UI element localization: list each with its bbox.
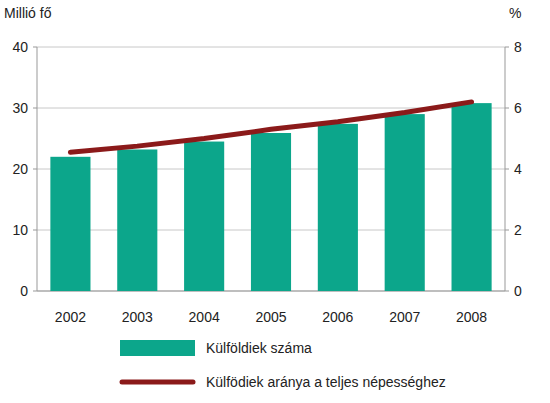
y-tick-label: 0 (20, 283, 28, 299)
y-tick-label: 10 (12, 222, 28, 238)
x-tick-label: 2003 (122, 309, 153, 325)
bar (184, 142, 224, 291)
y-tick-label: 20 (12, 161, 28, 177)
y2-axis-title: % (509, 5, 521, 21)
x-tick-label: 2004 (189, 309, 220, 325)
y2-tick-label: 2 (514, 222, 522, 238)
tick (33, 230, 37, 231)
tick (505, 108, 509, 109)
tick (505, 230, 509, 231)
legend-swatch (122, 380, 193, 385)
bar (452, 103, 492, 291)
tick (505, 47, 509, 48)
bar (117, 149, 157, 291)
legend-swatch (120, 340, 195, 356)
chart: 0 10 20 30 40 0 2 4 6 8 Millió fő% 2002 2003 2004 2005… (0, 0, 550, 403)
bar (385, 114, 425, 291)
y-axis-title: Millió fő (4, 5, 52, 21)
tick (33, 108, 37, 109)
bar (318, 124, 358, 291)
y2-tick-label: 0 (514, 283, 522, 299)
y2-tick-label: 8 (514, 39, 522, 55)
tick (33, 291, 37, 292)
x-tick-label: 2006 (322, 309, 353, 325)
tick (33, 47, 37, 48)
y2-tick-label: 6 (514, 100, 522, 116)
y2-tick-label: 4 (514, 161, 522, 177)
y-tick-label: 30 (12, 100, 28, 116)
tick (505, 169, 509, 170)
bar (50, 157, 90, 291)
x-tick-label: 2008 (456, 309, 487, 325)
legend-label: Külfödiek aránya a teljes népességhez (206, 374, 446, 390)
y-axis (37, 47, 38, 291)
grid-line (37, 47, 505, 48)
x-tick-label: 2007 (389, 309, 420, 325)
tick (505, 291, 509, 292)
bar (251, 133, 291, 291)
x-tick-label: 2005 (255, 309, 286, 325)
plot-area (50, 102, 491, 291)
x-tick-label: 2002 (55, 309, 86, 325)
y-tick-label: 40 (12, 39, 28, 55)
line (70, 102, 471, 152)
y2-axis (505, 47, 506, 291)
tick (33, 169, 37, 170)
legend-label: Külföldiek száma (206, 340, 312, 356)
